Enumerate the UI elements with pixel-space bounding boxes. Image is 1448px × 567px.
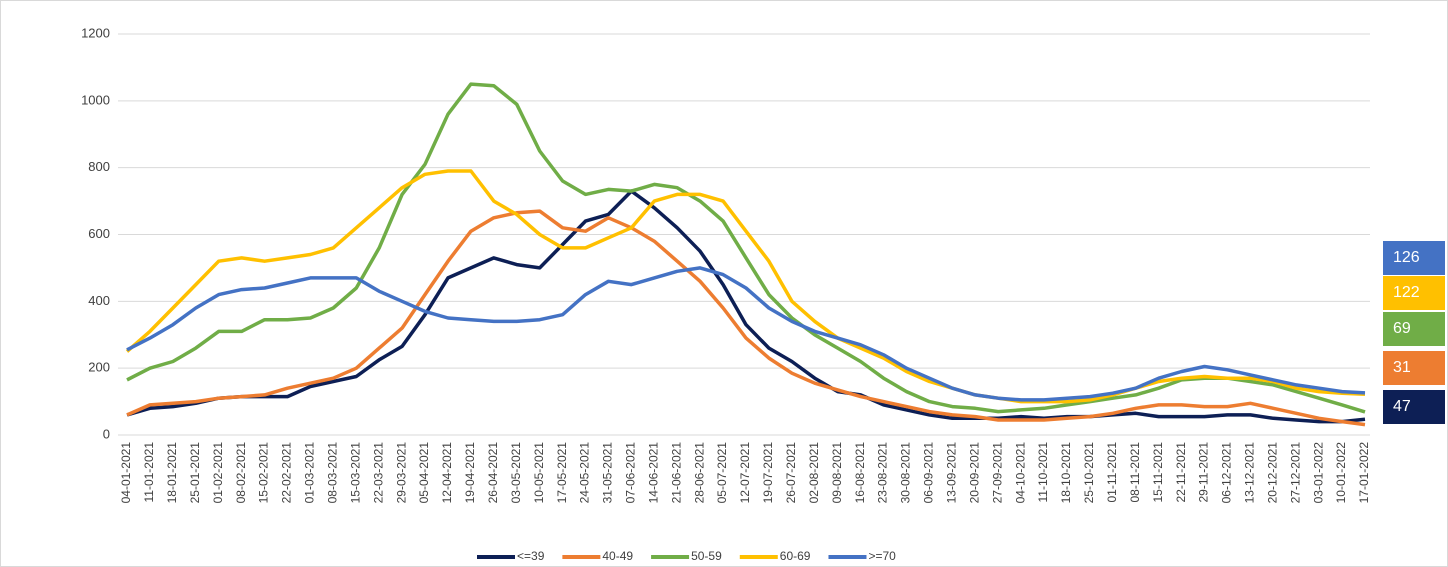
- legend-label: 50-59: [691, 549, 722, 563]
- y-tick-label: 0: [103, 426, 110, 441]
- x-tick-label: 15-11-2021: [1151, 442, 1165, 503]
- x-tick-label: 26-07-2021: [784, 442, 798, 504]
- x-tick-label: 27-12-2021: [1288, 442, 1302, 504]
- x-tick-label: 06-09-2021: [922, 442, 936, 504]
- end-badge-label: 122: [1393, 284, 1420, 301]
- x-tick-label: 27-09-2021: [990, 442, 1004, 504]
- x-tick-label: 02-08-2021: [807, 442, 821, 504]
- x-tick-label: 17-05-2021: [555, 442, 569, 504]
- x-tick-label: 08-11-2021: [1128, 442, 1142, 503]
- x-tick-label: 01-11-2021: [1105, 442, 1119, 503]
- x-tick-label: 03-01-2022: [1311, 442, 1325, 504]
- end-badge-label: 69: [1393, 320, 1411, 337]
- x-tick-label: 25-10-2021: [1082, 442, 1096, 504]
- legend-label: 40-49: [602, 549, 633, 563]
- x-tick-label: 20-12-2021: [1265, 442, 1279, 504]
- x-tick-label: 22-11-2021: [1174, 442, 1188, 503]
- x-tick-label: 10-01-2022: [1334, 442, 1348, 504]
- x-tick-label: 22-03-2021: [371, 442, 385, 504]
- end-badge-label: 31: [1393, 359, 1411, 376]
- end-badge: [1383, 390, 1445, 424]
- x-tick-label: 04-01-2021: [119, 442, 133, 504]
- x-tick-label: 05-04-2021: [417, 442, 431, 504]
- series-line: [126, 266, 1366, 402]
- x-tick-label: 14-06-2021: [646, 442, 660, 504]
- x-tick-label: 20-09-2021: [967, 442, 981, 504]
- x-tick-label: 13-09-2021: [945, 442, 959, 504]
- x-tick-label: 15-02-2021: [257, 442, 271, 504]
- x-tick-label: 25-01-2021: [188, 442, 202, 504]
- x-tick-label: 10-05-2021: [532, 442, 546, 504]
- x-tick-label: 23-08-2021: [876, 442, 890, 504]
- x-tick-label: 01-03-2021: [303, 442, 317, 504]
- end-badge: [1383, 241, 1445, 275]
- x-tick-label: 09-08-2021: [830, 442, 844, 504]
- x-tick-label: 28-06-2021: [692, 442, 706, 504]
- y-tick-label: 1200: [81, 25, 110, 40]
- series-line: [126, 209, 1366, 427]
- x-tick-label: 30-08-2021: [899, 442, 913, 504]
- x-tick-label: 19-04-2021: [463, 442, 477, 504]
- x-tick-label: 21-06-2021: [669, 442, 683, 504]
- x-tick-label: 24-05-2021: [578, 442, 592, 504]
- legend-label: >=70: [868, 549, 896, 563]
- x-tick-label: 08-03-2021: [326, 442, 340, 504]
- x-tick-label: 05-07-2021: [715, 442, 729, 504]
- x-tick-label: 07-06-2021: [624, 442, 638, 504]
- end-badge: [1383, 351, 1445, 385]
- y-tick-label: 1000: [81, 92, 110, 107]
- x-tick-label: 29-03-2021: [394, 442, 408, 504]
- y-tick-label: 200: [88, 360, 110, 375]
- end-badge-label: 47: [1393, 398, 1411, 415]
- x-tick-label: 31-05-2021: [601, 442, 615, 504]
- end-badge-label: 126: [1393, 249, 1420, 266]
- series-line: [125, 169, 1366, 404]
- x-tick-label: 17-01-2022: [1357, 442, 1371, 504]
- x-tick-label: 26-04-2021: [486, 442, 500, 504]
- x-tick-label: 04-10-2021: [1013, 442, 1027, 504]
- y-tick-label: 600: [88, 226, 110, 241]
- x-tick-label: 12-07-2021: [738, 442, 752, 504]
- end-badge: [1383, 312, 1445, 346]
- y-tick-label: 800: [88, 159, 110, 174]
- x-tick-label: 18-10-2021: [1059, 442, 1073, 504]
- x-tick-label: 08-02-2021: [234, 442, 248, 504]
- x-tick-label: 11-10-2021: [1036, 442, 1050, 503]
- x-tick-label: 18-01-2021: [165, 442, 179, 504]
- x-tick-label: 29-11-2021: [1197, 442, 1211, 503]
- x-tick-label: 06-12-2021: [1220, 442, 1234, 504]
- y-tick-label: 400: [88, 293, 110, 308]
- x-tick-label: 13-12-2021: [1243, 442, 1257, 504]
- x-tick-label: 03-05-2021: [509, 442, 523, 504]
- x-tick-label: 12-04-2021: [440, 442, 454, 504]
- series-line: [126, 82, 1366, 414]
- series-line: [126, 189, 1366, 424]
- x-tick-label: 01-02-2021: [211, 442, 225, 504]
- x-tick-label: 22-02-2021: [280, 442, 294, 504]
- end-badge: [1383, 276, 1445, 310]
- legend-label: <=39: [517, 549, 545, 563]
- x-tick-label: 19-07-2021: [761, 442, 775, 504]
- x-tick-label: 16-08-2021: [853, 442, 867, 504]
- x-tick-label: 15-03-2021: [348, 442, 362, 504]
- legend-label: 60-69: [780, 549, 811, 563]
- x-tick-label: 11-01-2021: [142, 442, 156, 503]
